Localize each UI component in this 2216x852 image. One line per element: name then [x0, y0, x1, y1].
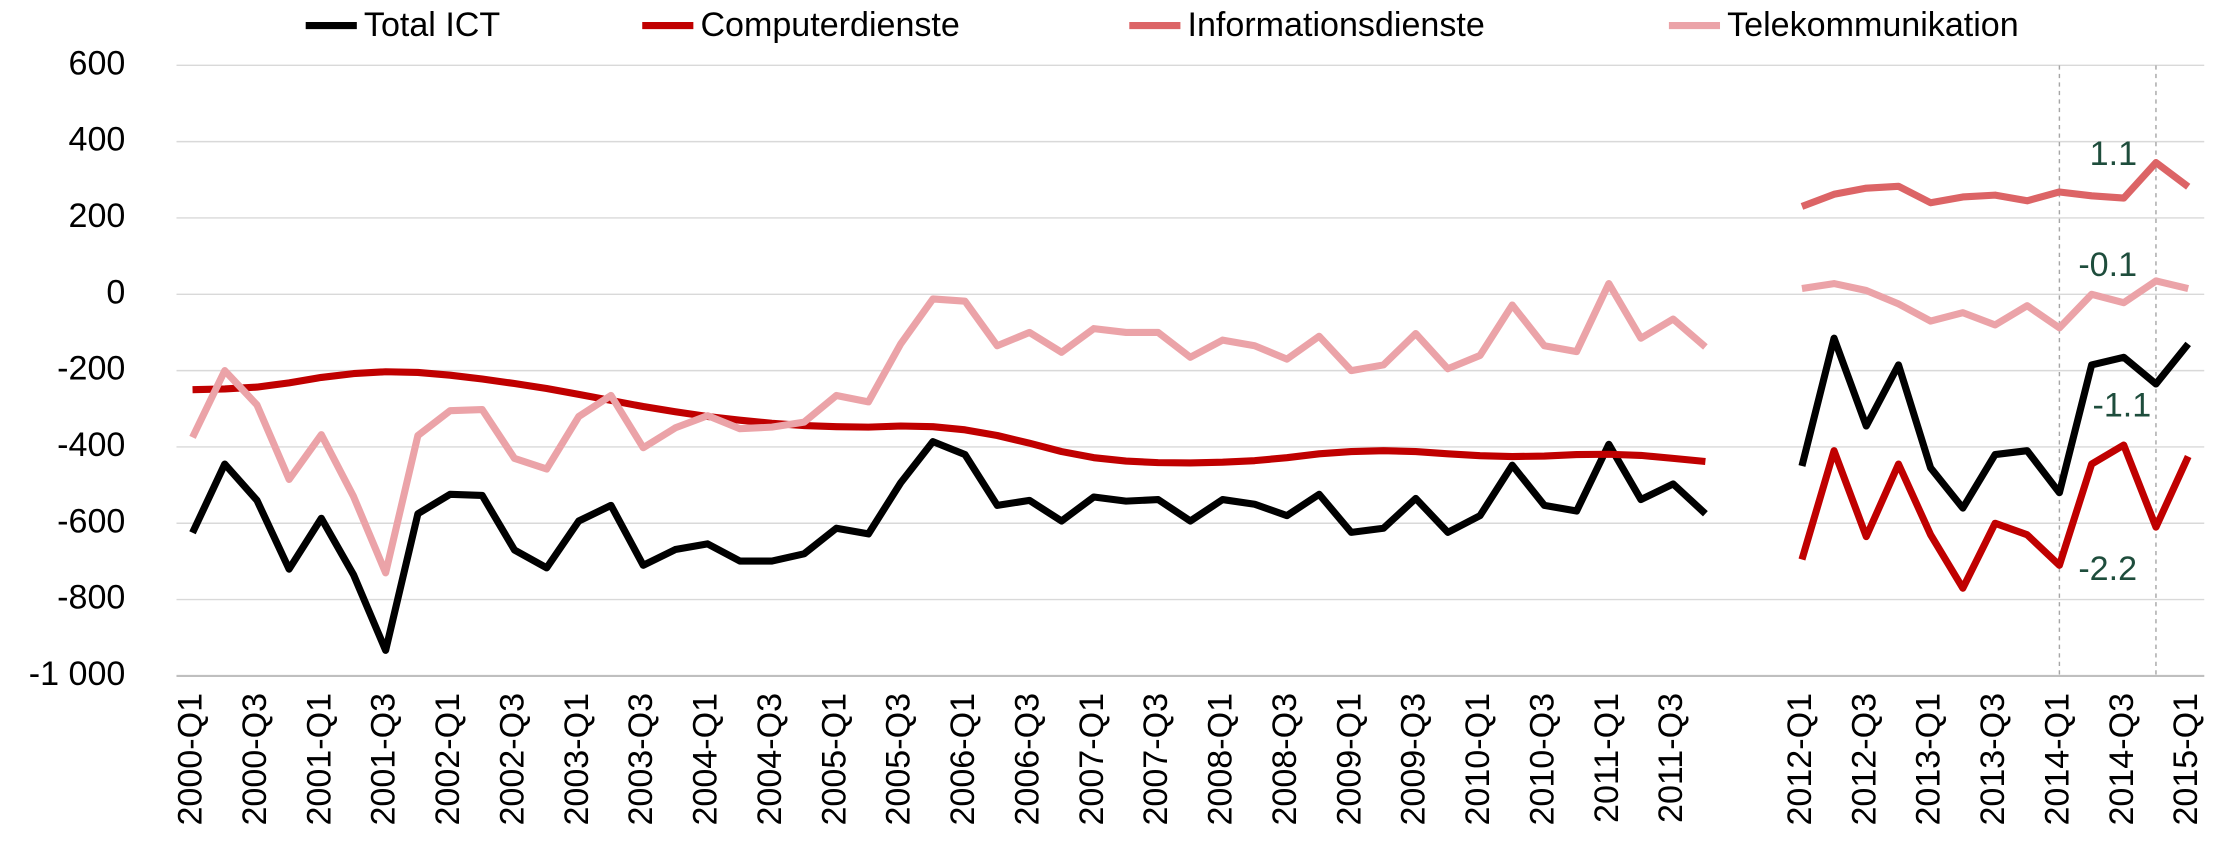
- y-tick-label: 400: [69, 121, 126, 159]
- legend-label: Computerdienste: [700, 6, 959, 44]
- x-tick-label: 2002-Q3: [493, 693, 531, 826]
- legend-label: Informationsdienste: [1188, 6, 1485, 44]
- x-tick-label: 2009-Q1: [1330, 693, 1368, 826]
- x-tick-label: 2014-Q1: [2038, 693, 2076, 826]
- x-tick-label: 2007-Q3: [1137, 693, 1175, 826]
- x-tick-label: 2000-Q1: [172, 693, 210, 826]
- y-tick-label: -600: [57, 502, 125, 540]
- x-tick-label: 2005-Q1: [815, 693, 853, 826]
- annotation: 1.1: [2090, 135, 2137, 173]
- annotation: -2.2: [2078, 550, 2137, 588]
- x-tick-label: 2001-Q1: [300, 693, 338, 826]
- x-tick-label: 2010-Q1: [1459, 693, 1497, 826]
- x-tick-label: 2002-Q1: [429, 693, 467, 826]
- x-tick-label: 2009-Q3: [1395, 693, 1433, 826]
- x-tick-label: 2012-Q1: [1781, 693, 1819, 826]
- y-tick-label: -400: [57, 426, 125, 464]
- x-tick-label: 2001-Q3: [365, 693, 403, 826]
- y-tick-label: -1 000: [29, 655, 126, 693]
- x-tick-label: 2003-Q3: [622, 693, 660, 826]
- x-tick-label: 2015-Q1: [2167, 693, 2205, 826]
- y-tick-label: -800: [57, 579, 125, 617]
- y-tick-label: -200: [57, 350, 125, 388]
- x-tick-label: 2006-Q3: [1008, 693, 1046, 826]
- x-tick-label: 2004-Q3: [751, 693, 789, 826]
- x-tick-label: 2005-Q3: [880, 693, 918, 826]
- x-tick-label: 2006-Q1: [944, 693, 982, 826]
- series-line: [189, 334, 2191, 654]
- legend-label: Telekommunikation: [1727, 6, 2019, 44]
- series-line: [192, 368, 2192, 592]
- x-tick-label: 2014-Q3: [2103, 693, 2141, 826]
- x-tick-label: 2004-Q1: [687, 693, 725, 826]
- x-tick-label: 2011-Q1: [1588, 693, 1626, 823]
- series-line: [189, 277, 2190, 577]
- annotation: -1.1: [2093, 387, 2152, 425]
- x-tick-label: 2013-Q3: [1974, 693, 2012, 826]
- x-tick-label: 2000-Q3: [236, 693, 274, 826]
- y-tick-label: 0: [106, 273, 125, 311]
- x-tick-label: 2013-Q1: [1910, 693, 1948, 826]
- y-tick-label: 200: [69, 197, 126, 235]
- annotation: -0.1: [2078, 246, 2137, 284]
- x-tick-label: 2007-Q1: [1073, 693, 1111, 826]
- x-tick-label: 2010-Q3: [1523, 693, 1561, 826]
- x-tick-label: 2003-Q1: [558, 693, 596, 826]
- y-tick-label: 600: [69, 44, 126, 82]
- x-tick-label: 2012-Q3: [1845, 693, 1883, 826]
- series-line: [1800, 159, 2191, 210]
- legend-label: Total ICT: [364, 6, 500, 44]
- x-tick-label: 2008-Q1: [1202, 693, 1240, 826]
- x-tick-label: 2008-Q3: [1266, 693, 1304, 826]
- x-tick-label: 2011-Q3: [1652, 693, 1690, 823]
